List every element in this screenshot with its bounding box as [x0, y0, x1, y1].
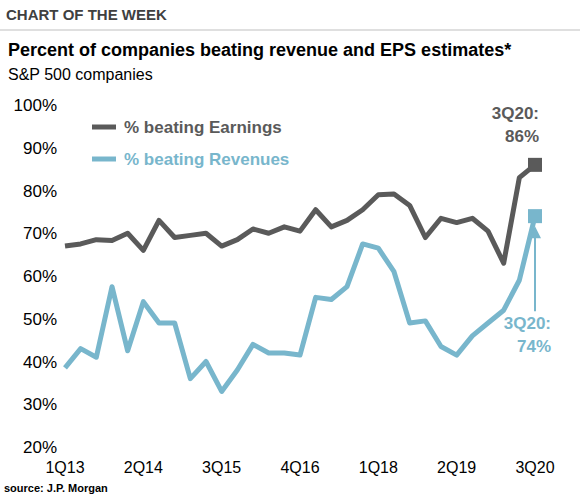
legend-label: % beating Earnings	[124, 118, 282, 137]
annotation-arrowhead	[529, 226, 541, 238]
annotation: 86%	[505, 127, 539, 146]
annotation: 3Q20:	[504, 314, 551, 333]
legend-swatch	[92, 157, 116, 162]
x-tick-label: 3Q15	[202, 459, 241, 476]
y-tick-label: 30%	[23, 395, 57, 414]
y-tick-label: 80%	[23, 182, 57, 201]
y-tick-label: 40%	[23, 353, 57, 372]
x-tick-label: 2Q19	[437, 459, 476, 476]
legend-label: % beating Revenues	[124, 150, 289, 169]
y-tick-label: 60%	[23, 267, 57, 286]
x-tick-label: 4Q16	[280, 459, 319, 476]
series-line	[65, 216, 535, 391]
x-tick-label: 1Q18	[359, 459, 398, 476]
annotation: 74%	[517, 337, 551, 356]
y-tick-label: 90%	[23, 139, 57, 158]
header: CHART OF THE WEEK	[6, 6, 167, 23]
y-tick-label: 50%	[23, 310, 57, 329]
y-tick-label: 70%	[23, 224, 57, 243]
x-tick-label: 3Q20	[515, 459, 554, 476]
plot-area	[65, 158, 542, 392]
annotation: 3Q20:	[492, 104, 539, 123]
title: Percent of companies beating revenue and…	[8, 40, 511, 60]
y-tick-label: 100%	[14, 96, 57, 115]
x-tick-label: 1Q13	[45, 459, 84, 476]
series-line	[65, 165, 535, 263]
chart: CHART OF THE WEEK Percent of companies be…	[0, 0, 580, 497]
annotation-arrow	[534, 230, 536, 311]
header-rule	[0, 30, 580, 31]
subtitle: S&P 500 companies	[8, 66, 153, 83]
source: source: J.P. Morgan	[4, 482, 108, 494]
legend-swatch	[92, 125, 116, 130]
y-tick-label: 20%	[23, 438, 57, 457]
end-marker	[528, 209, 542, 223]
x-tick-label: 2Q14	[124, 459, 163, 476]
end-marker	[528, 158, 542, 172]
